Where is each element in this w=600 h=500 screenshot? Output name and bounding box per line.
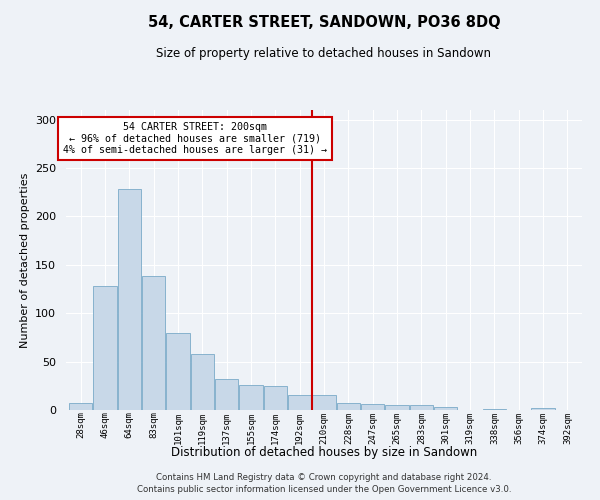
Bar — [191, 354, 214, 410]
Text: 54, CARTER STREET, SANDOWN, PO36 8DQ: 54, CARTER STREET, SANDOWN, PO36 8DQ — [148, 15, 500, 30]
Bar — [142, 276, 165, 410]
Bar — [94, 286, 116, 410]
Bar — [313, 396, 335, 410]
Text: Distribution of detached houses by size in Sandown: Distribution of detached houses by size … — [171, 446, 477, 459]
Bar — [385, 405, 409, 410]
Text: Contains public sector information licensed under the Open Government Licence v3: Contains public sector information licen… — [137, 485, 511, 494]
Text: 54 CARTER STREET: 200sqm
← 96% of detached houses are smaller (719)
4% of semi-d: 54 CARTER STREET: 200sqm ← 96% of detach… — [63, 122, 327, 155]
Bar — [288, 396, 311, 410]
Bar — [532, 408, 554, 410]
Bar — [337, 403, 360, 410]
Y-axis label: Number of detached properties: Number of detached properties — [20, 172, 29, 348]
Bar — [166, 332, 190, 410]
Bar — [215, 379, 238, 410]
Bar — [361, 404, 384, 410]
Bar — [69, 403, 92, 410]
Text: Size of property relative to detached houses in Sandown: Size of property relative to detached ho… — [157, 48, 491, 60]
Bar — [410, 405, 433, 410]
Bar — [434, 407, 457, 410]
Bar — [264, 386, 287, 410]
Bar — [239, 385, 263, 410]
Text: Contains HM Land Registry data © Crown copyright and database right 2024.: Contains HM Land Registry data © Crown c… — [156, 472, 492, 482]
Bar — [118, 190, 141, 410]
Bar — [483, 409, 506, 410]
